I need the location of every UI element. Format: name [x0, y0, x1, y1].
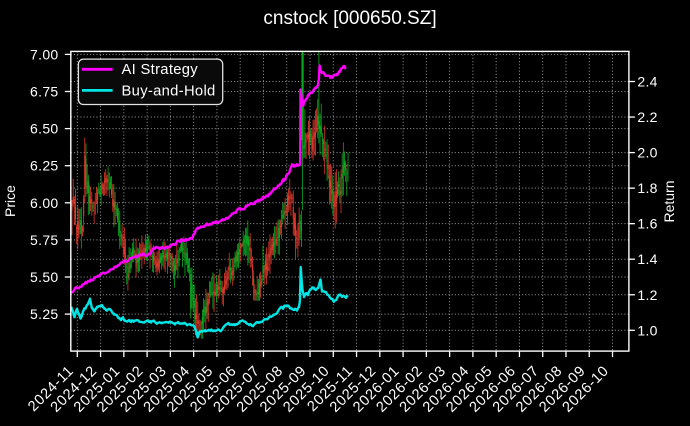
svg-text:1.2: 1.2 [637, 287, 657, 303]
svg-text:1.0: 1.0 [637, 322, 657, 338]
svg-text:6.25: 6.25 [30, 158, 58, 174]
svg-text:5.75: 5.75 [30, 232, 58, 248]
svg-text:AI Strategy: AI Strategy [122, 62, 199, 78]
svg-text:1.4: 1.4 [637, 251, 657, 267]
svg-text:5.25: 5.25 [30, 306, 58, 322]
svg-text:Buy-and-Hold: Buy-and-Hold [122, 83, 216, 99]
svg-text:Return: Return [661, 180, 677, 222]
svg-text:2.0: 2.0 [637, 145, 657, 161]
svg-text:5.50: 5.50 [30, 269, 58, 285]
svg-text:1.6: 1.6 [637, 216, 657, 232]
svg-text:2.2: 2.2 [637, 109, 657, 125]
svg-text:7.00: 7.00 [30, 46, 58, 62]
svg-text:6.00: 6.00 [30, 195, 58, 211]
svg-text:6.75: 6.75 [30, 84, 58, 100]
svg-text:Price: Price [2, 185, 18, 217]
svg-text:cnstock [000650.SZ]: cnstock [000650.SZ] [263, 8, 436, 29]
svg-text:6.50: 6.50 [30, 121, 58, 137]
svg-text:1.8: 1.8 [637, 180, 657, 196]
svg-text:2.4: 2.4 [637, 74, 657, 90]
